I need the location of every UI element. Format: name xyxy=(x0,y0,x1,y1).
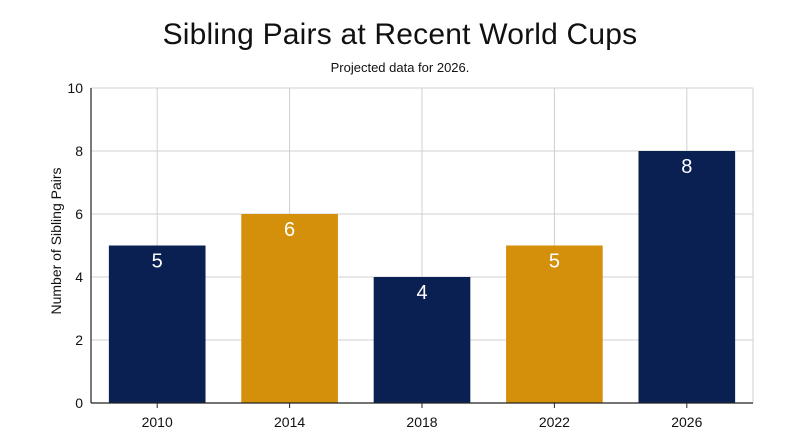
x-tick-label: 2026 xyxy=(671,414,702,430)
bar-2010 xyxy=(108,245,206,403)
y-tick-label: 6 xyxy=(75,206,83,222)
bar-2026 xyxy=(638,151,736,403)
bar-2014 xyxy=(241,214,338,403)
data-label-2014: 6 xyxy=(284,219,295,241)
data-label-2018: 4 xyxy=(416,282,427,304)
x-tick-label: 2014 xyxy=(274,414,305,430)
y-tick-label: 10 xyxy=(67,80,83,96)
data-label-2022: 5 xyxy=(549,251,560,273)
y-tick-label: 2 xyxy=(75,332,83,348)
labels: 0 2 4 6 8 10 5 2010 6 2014 4 2018 5 2022 8 2026 xyxy=(67,80,702,430)
data-label-2010: 5 xyxy=(152,251,163,273)
chart-title: Sibling Pairs at Recent World Cups xyxy=(162,18,638,51)
bar-2018 xyxy=(373,277,471,403)
chart-subtitle: Projected data for 2026. xyxy=(330,60,470,75)
y-axis-label: Number of Sibling Pairs xyxy=(48,167,64,314)
y-tick-label: 4 xyxy=(75,269,83,285)
axes xyxy=(90,88,753,408)
y-tick-label: 8 xyxy=(75,143,83,159)
x-tick-label: 2018 xyxy=(406,414,437,430)
bars xyxy=(108,151,736,403)
y-tick-label: 0 xyxy=(75,395,83,411)
data-label-2026: 8 xyxy=(681,156,692,178)
x-tick-label: 2022 xyxy=(539,414,570,430)
bar-2022 xyxy=(506,245,603,403)
x-tick-label: 2010 xyxy=(142,414,173,430)
